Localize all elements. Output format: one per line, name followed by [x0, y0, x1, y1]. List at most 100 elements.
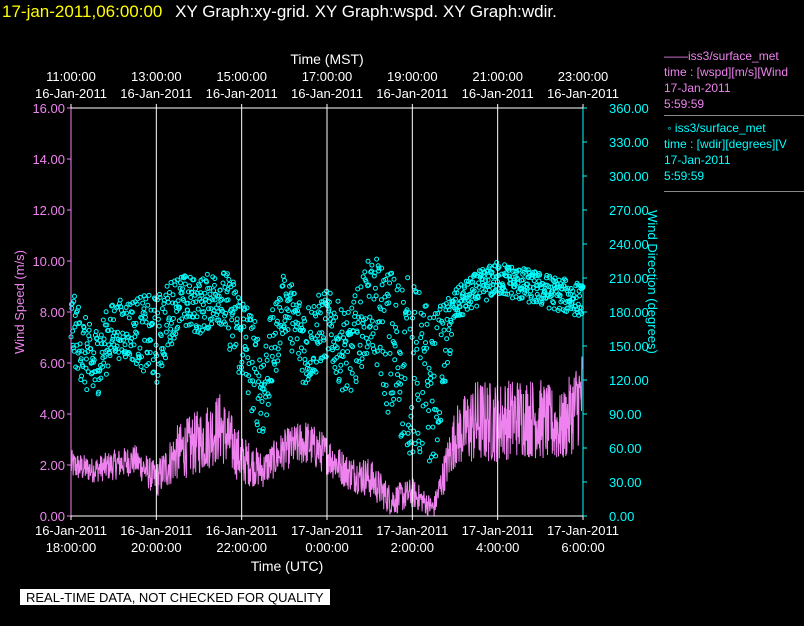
wdir-point [224, 289, 230, 295]
wdir-point [547, 275, 553, 281]
wdir-point [426, 365, 432, 371]
top-tick-time: 17:00:00 [302, 69, 353, 84]
wdir-point [424, 321, 430, 327]
wdir-point [397, 350, 403, 356]
wdir-point [531, 278, 537, 284]
wdir-point [323, 354, 329, 360]
wdir-point [427, 371, 433, 376]
wdir-point [83, 315, 89, 320]
wdir-point [207, 291, 213, 297]
wdir-point [224, 271, 230, 277]
left-tick-label: 2.00 [40, 458, 65, 473]
wdir-point [168, 326, 174, 332]
wdir-point [143, 319, 149, 325]
wdir-point [349, 305, 355, 311]
wdir-point [395, 365, 401, 371]
wdir-point [337, 368, 343, 374]
wdir-point [415, 397, 421, 403]
right-tick-label: 30.00 [609, 475, 642, 490]
wdir-point [469, 305, 474, 311]
wdir-point [133, 320, 139, 326]
bottom-tick-time: 0:00:00 [305, 540, 348, 555]
top-tick-date: 16-Jan-2011 [206, 86, 278, 101]
wdir-point [107, 353, 113, 359]
wdir-point [264, 357, 270, 363]
right-tick-label: 270.00 [609, 203, 649, 218]
legend-wspd: ——iss3/surface_met time : [wspd][m/s][Wi… [664, 48, 804, 112]
wdir-point [250, 406, 256, 411]
wdir-point [103, 309, 109, 315]
wdir-point [140, 300, 146, 306]
wdir-point [191, 311, 197, 317]
wdir-point [114, 343, 120, 349]
wdir-point [256, 379, 261, 385]
wdir-point [270, 307, 276, 313]
wdir-point [196, 283, 202, 289]
wdir-point [171, 335, 177, 341]
wdir-point [494, 260, 500, 265]
left-tick-label: 16.00 [32, 101, 65, 116]
wdir-point [559, 283, 565, 289]
wdir-point [266, 393, 272, 399]
wdir-point [211, 288, 217, 294]
wdir-point [565, 291, 571, 297]
wdir-point [226, 277, 232, 282]
wdir-point [413, 289, 419, 295]
wdir-point [445, 304, 451, 310]
wdir-point [369, 262, 375, 268]
wdir-point [357, 350, 363, 356]
wdir-point [87, 336, 93, 342]
wdir-point [496, 264, 502, 270]
wdir-point [338, 307, 344, 313]
wdir-point [180, 286, 185, 292]
right-tick-label: 240.00 [609, 237, 649, 252]
wdir-point [175, 324, 181, 330]
wdir-point [523, 267, 529, 273]
wdir-point [134, 330, 140, 336]
wdir-point [289, 348, 295, 354]
bottom-tick-date: 16-Jan-2011 [35, 523, 107, 538]
wdir-point [358, 314, 364, 320]
wdir-point [568, 306, 574, 312]
wdir-point [91, 357, 97, 363]
wdir-point [321, 335, 326, 341]
wdir-point [367, 324, 372, 330]
wdir-point [512, 284, 517, 290]
wdir-point [428, 380, 434, 386]
wdir-point [90, 383, 96, 389]
wdir-point [259, 382, 265, 388]
wdir-point [356, 359, 362, 364]
wdir-point [285, 327, 291, 333]
right-tick-label: 150.00 [609, 339, 649, 354]
wdir-point [540, 281, 546, 287]
wdir-point [121, 311, 127, 316]
wdir-point [300, 328, 306, 334]
wdir-point [363, 278, 369, 284]
top-tick-date: 16-Jan-2011 [462, 86, 534, 101]
wdir-point [220, 280, 226, 286]
wdir-point [413, 339, 419, 345]
wdir-point [96, 389, 102, 395]
wdir-point [194, 290, 200, 296]
bottom-tick-date: 17-Jan-2011 [547, 523, 619, 538]
bottom-tick-time: 22:00:00 [216, 540, 267, 555]
right-tick-label: 0.00 [609, 509, 634, 524]
wdir-point [231, 282, 237, 288]
wdir-point [391, 276, 397, 282]
wdir-point [410, 449, 416, 455]
left-tick-label: 12.00 [32, 203, 65, 218]
wdir-point [108, 327, 114, 333]
wdir-point [343, 360, 349, 366]
wdir-point [352, 310, 358, 316]
wdir-point [454, 290, 460, 296]
wdir-point [168, 320, 174, 326]
wdir-point [202, 314, 207, 320]
wdir-point [179, 316, 185, 322]
wdir-point [291, 291, 297, 297]
wdir-point [347, 366, 353, 372]
wdir-point [438, 332, 444, 338]
wdir-point [103, 371, 109, 377]
wdir-point [361, 324, 367, 330]
wdir-point [390, 390, 396, 396]
left-tick-label: 6.00 [40, 356, 65, 371]
